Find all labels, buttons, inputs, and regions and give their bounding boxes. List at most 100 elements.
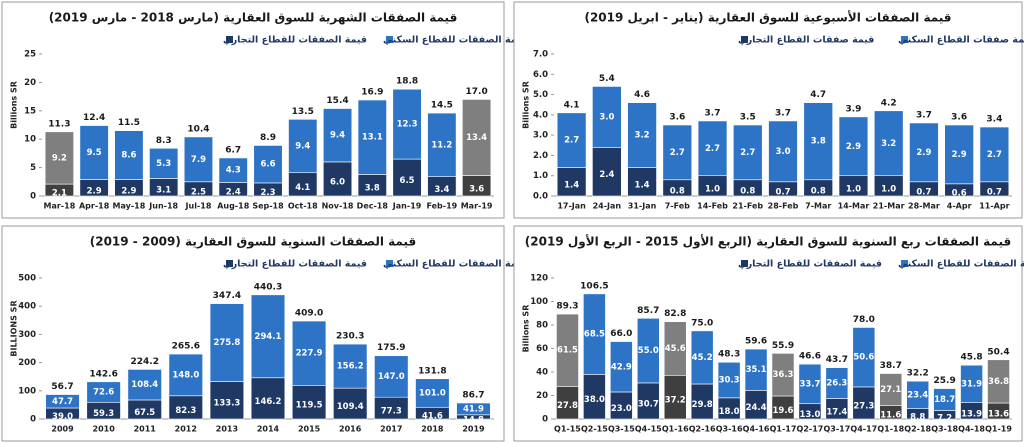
x-tick-label: Q1-15 (554, 425, 581, 434)
total-label: 55.9 (772, 341, 794, 351)
x-tick-label: 14-Mar (838, 202, 870, 211)
total-label: 89.3 (556, 302, 578, 312)
x-tick-label: Q2-18 (904, 425, 931, 434)
value-label: 0.8 (670, 186, 685, 196)
y-tick-label: 100 (18, 386, 36, 396)
value-label: 2.7 (670, 148, 685, 158)
value-label: 3.1 (156, 186, 171, 196)
value-label: 41.6 (422, 412, 443, 422)
value-label: 27.8 (557, 401, 578, 411)
bar-segment (44, 131, 74, 185)
total-label: 13.5 (292, 107, 314, 117)
bar-segment (556, 313, 579, 387)
total-label: 3.7 (916, 110, 932, 120)
total-label: 59.6 (745, 337, 767, 347)
bar-segment (663, 321, 687, 376)
y-tick-label: 1.0 (533, 171, 548, 181)
x-tick-label: Apr-18 (79, 202, 110, 211)
total-label: 106.5 (580, 281, 608, 291)
value-label: 23.0 (611, 404, 632, 414)
value-label: 27.3 (853, 401, 874, 411)
bar-segment (768, 120, 798, 183)
x-tick-label: 7-Mar (805, 202, 831, 211)
x-tick-label: 4-Apr (947, 202, 972, 211)
x-tick-label: Nov-18 (322, 202, 354, 211)
value-label: 109.4 (337, 402, 364, 412)
value-label: 11.6 (880, 411, 901, 421)
total-label: 75.0 (691, 318, 713, 328)
value-label: 2.3 (260, 188, 275, 198)
bar-segment (427, 112, 457, 177)
y-tick-label: 200 (18, 358, 36, 368)
legend-label: قيمة الصفقات للقطاع السكني (383, 259, 527, 270)
value-label: 1.4 (635, 180, 650, 190)
value-label: 3.2 (881, 139, 896, 149)
total-label: 6.7 (225, 145, 241, 155)
bar-segment (392, 88, 422, 160)
bar-segment (987, 359, 1010, 404)
total-label: 18.8 (396, 77, 418, 87)
bar-segment (392, 158, 422, 197)
y-axis-label: Billions SR (522, 305, 531, 353)
x-tick-label: Q2-15 (581, 425, 608, 434)
total-label: 17.0 (466, 87, 488, 97)
value-label: 68.5 (584, 330, 605, 340)
y-tick-label: 40 (536, 368, 548, 378)
x-tick-label: Q4-17 (850, 425, 877, 434)
x-tick-label: 2009 (51, 425, 74, 434)
total-label: 265.6 (172, 342, 200, 352)
value-label: 227.9 (296, 349, 323, 359)
x-tick-label: 2016 (339, 425, 362, 434)
value-label: 23.4 (907, 390, 928, 400)
y-tick-label: 500 (18, 274, 36, 284)
total-label: 50.4 (987, 347, 1009, 357)
total-label: 48.3 (718, 350, 740, 360)
value-label: 18.7 (934, 395, 955, 405)
bar-segment (556, 167, 587, 197)
chart-panel: قيمة الصفقات الأسبوعية للسوق العقارية (ي… (513, 1, 1024, 219)
value-label: 8.6 (121, 151, 136, 161)
total-label: 32.2 (907, 369, 929, 379)
value-label: 6.5 (400, 176, 415, 186)
legend-label: قيمة الصفقات للقطاع التجاري (223, 259, 367, 270)
x-tick-label: 28-Mar (908, 202, 940, 211)
value-label: 19.6 (773, 406, 794, 416)
x-tick-label: Feb-19 (426, 202, 457, 211)
x-tick-label: Q3-15 (608, 425, 635, 434)
x-tick-label: Mar-19 (461, 202, 493, 211)
bar-segment (374, 355, 409, 398)
bar-segment (933, 388, 956, 411)
value-label: 1.0 (881, 184, 896, 194)
total-label: 16.9 (361, 88, 383, 98)
bar-segment (627, 102, 657, 168)
legend-label: قيمة صفقات القطاع السكني (898, 35, 1024, 46)
x-tick-label: Q1-19 (985, 425, 1012, 434)
bar-segment (79, 125, 109, 180)
value-label: 17.4 (826, 407, 847, 417)
value-label: 146.2 (255, 397, 282, 407)
value-label: 9.5 (87, 148, 102, 158)
value-label: 2.5 (191, 187, 206, 197)
value-label: 30.3 (719, 376, 740, 386)
value-label: 4.1 (295, 183, 310, 193)
bar-segment (149, 147, 179, 179)
value-label: 2.9 (916, 148, 931, 158)
total-label: 45.8 (960, 353, 982, 363)
bar-segment (322, 161, 353, 197)
value-label: 7.9 (191, 155, 206, 165)
legend-swatch (226, 260, 233, 267)
bar-segment (690, 330, 714, 385)
bar-segment (733, 124, 763, 181)
x-tick-label: 7-Feb (665, 202, 690, 211)
x-tick-label: 2012 (175, 425, 197, 434)
bar-segment (798, 363, 822, 405)
bar-segment (744, 348, 768, 391)
bar-segment (592, 147, 622, 197)
total-label: 11.3 (48, 119, 70, 129)
value-label: 4.3 (226, 166, 241, 176)
total-label: 66.0 (610, 329, 632, 339)
value-label: 2.1 (52, 189, 67, 199)
value-label: 67.5 (134, 408, 155, 418)
value-label: 0.7 (987, 187, 1002, 197)
